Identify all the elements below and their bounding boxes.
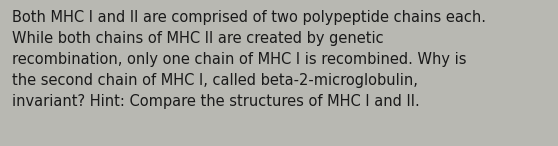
Text: Both MHC I and II are comprised of two polypeptide chains each.
While both chain: Both MHC I and II are comprised of two p… [12,10,486,109]
